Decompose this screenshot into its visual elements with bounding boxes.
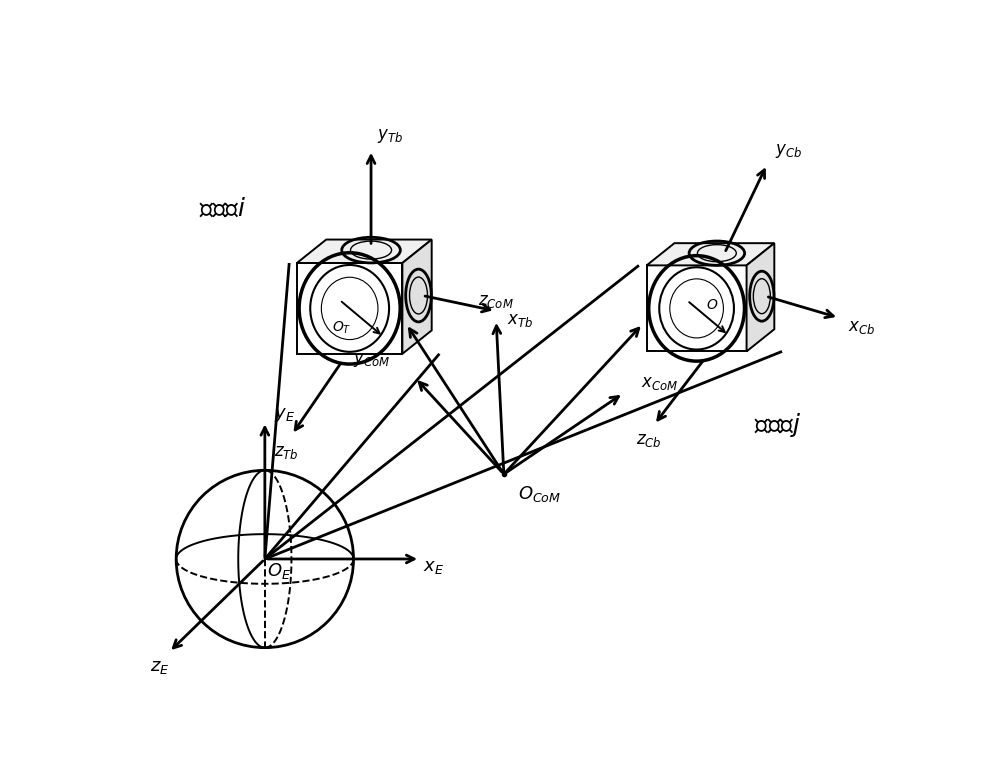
Text: $y_E$: $y_E$ (274, 406, 295, 424)
Text: $x_E$: $x_E$ (423, 557, 444, 576)
Text: $O_T$: $O_T$ (332, 319, 352, 336)
Polygon shape (297, 263, 402, 354)
Text: $y_{Cb}$: $y_{Cb}$ (775, 143, 802, 160)
Text: 航天器$i$: 航天器$i$ (199, 197, 246, 221)
Text: $z_{Tb}$: $z_{Tb}$ (274, 443, 299, 462)
Polygon shape (402, 240, 432, 354)
Polygon shape (747, 243, 774, 352)
Text: $z_E$: $z_E$ (150, 658, 170, 676)
Text: $x_{Cb}$: $x_{Cb}$ (848, 318, 875, 336)
Text: $z_{CoM}$: $z_{CoM}$ (478, 291, 514, 310)
Text: $z_{Cb}$: $z_{Cb}$ (636, 431, 662, 449)
Text: 航天器$j$: 航天器$j$ (754, 411, 801, 439)
Text: $x_{Tb}$: $x_{Tb}$ (507, 311, 533, 329)
Text: $O$: $O$ (706, 298, 718, 311)
Polygon shape (647, 265, 747, 352)
Polygon shape (297, 240, 432, 263)
Text: $O_E$: $O_E$ (267, 561, 291, 581)
Text: $y_{Tb}$: $y_{Tb}$ (377, 127, 403, 145)
Polygon shape (647, 243, 774, 265)
Text: $x_{CoM}$: $x_{CoM}$ (641, 374, 678, 392)
Text: $y_{CoM}$: $y_{CoM}$ (353, 351, 390, 369)
Text: $O_{CoM}$: $O_{CoM}$ (518, 484, 561, 504)
